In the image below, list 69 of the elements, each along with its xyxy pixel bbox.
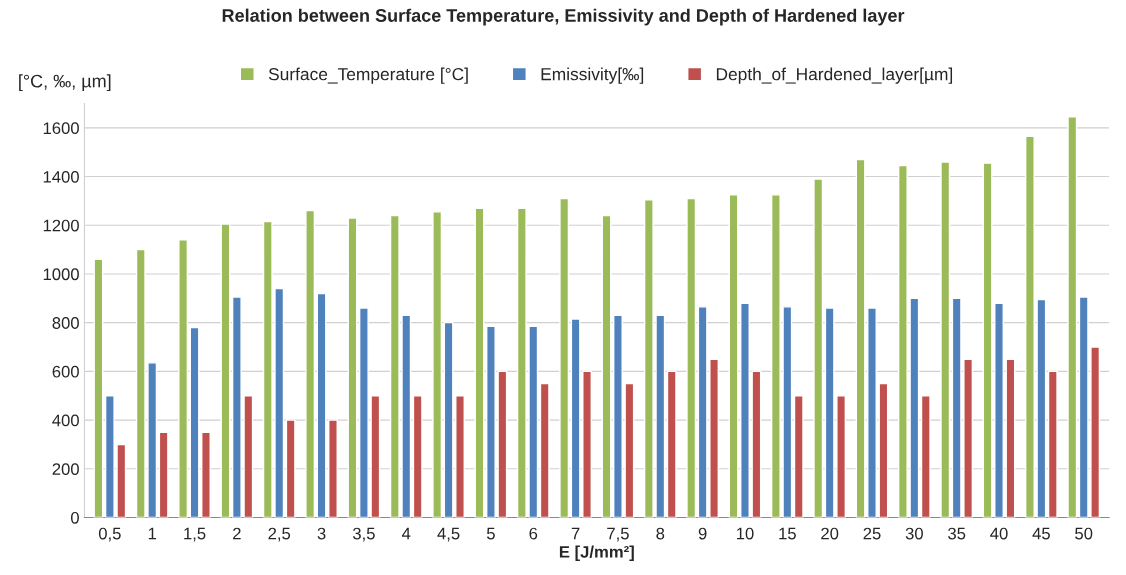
- legend-label: Emissivity[‰]: [541, 67, 644, 84]
- y-tick-label: 600: [52, 365, 79, 378]
- x-tick-label: 20: [821, 527, 839, 540]
- y-tick-label: 200: [52, 463, 79, 475]
- bar: [432, 211, 443, 518]
- bar: [539, 382, 550, 518]
- bar: [412, 395, 423, 518]
- bar: [189, 326, 200, 518]
- bar: [285, 419, 296, 518]
- bar: [686, 197, 697, 518]
- bar: [201, 431, 211, 518]
- x-tick-label: 0,5: [98, 527, 121, 542]
- y-tick-label: 0: [70, 511, 79, 524]
- bar: [920, 395, 931, 518]
- bar: [666, 370, 677, 518]
- bar: [940, 161, 951, 518]
- bar: [559, 197, 570, 518]
- bar: [220, 223, 231, 518]
- bar: [305, 209, 316, 518]
- x-tick-label: 35: [948, 527, 966, 540]
- x-tick-label: 8: [656, 527, 665, 540]
- bar: [855, 158, 866, 518]
- x-tick-label: 7,5: [607, 527, 629, 542]
- bar: [728, 194, 739, 518]
- bar: [1005, 358, 1016, 518]
- x-tick-label: 30: [905, 527, 923, 540]
- x-tick-label: 7: [571, 527, 580, 540]
- x-axis-title: E [J/mm²]: [559, 545, 634, 562]
- bar: [601, 214, 612, 518]
- bar: [813, 178, 824, 518]
- x-tick-label: 10: [736, 527, 754, 540]
- y-tick-label: 800: [52, 317, 79, 329]
- x-tick-label: 4,5: [437, 527, 460, 542]
- x-tick-label: 25: [863, 527, 881, 540]
- bar: [158, 431, 169, 518]
- y-tick-label: 1200: [43, 219, 79, 232]
- bar: [178, 239, 189, 518]
- bar: [867, 307, 877, 518]
- legend-label: Depth_of_Hardened_layer[µm]: [716, 67, 953, 84]
- bar: [1067, 116, 1078, 518]
- x-tick-label: 1,5: [184, 527, 206, 542]
- legend-label: Surface_Temperature [°C]: [268, 67, 468, 84]
- x-tick-label: 1: [148, 527, 157, 540]
- bar: [1047, 370, 1058, 518]
- bar: [93, 258, 104, 518]
- chart-title: Relation between Surface Temperature, Emissivity and Depth of Hardened layer: [222, 8, 905, 26]
- x-tick-label: 6: [529, 527, 538, 540]
- x-tick-label: 15: [779, 527, 796, 540]
- bar: [347, 217, 358, 518]
- bar: [793, 395, 804, 518]
- y-tick-label: 1000: [43, 268, 79, 281]
- y-axis-title: [°C, ‰, µm]: [19, 74, 111, 92]
- x-tick-label: 5: [486, 527, 495, 540]
- bar: [474, 207, 485, 518]
- y-tick-label: 400: [52, 414, 79, 427]
- bar: [328, 419, 338, 518]
- x-tick-label: 50: [1075, 527, 1093, 540]
- y-tick-label: 1600: [43, 122, 79, 135]
- x-tick-label: 4: [401, 527, 411, 540]
- x-tick-label: 3: [317, 527, 326, 540]
- x-tick-label: 3,5: [352, 527, 375, 542]
- x-tick-label: 2: [233, 527, 241, 540]
- x-tick-label: 40: [990, 527, 1008, 540]
- x-tick-label: 45: [1032, 527, 1050, 540]
- x-tick-label: 2,5: [268, 527, 291, 542]
- bar: [878, 382, 889, 518]
- bar: [316, 292, 327, 518]
- y-tick-label: 1400: [43, 170, 79, 183]
- x-tick-label: 9: [698, 527, 707, 540]
